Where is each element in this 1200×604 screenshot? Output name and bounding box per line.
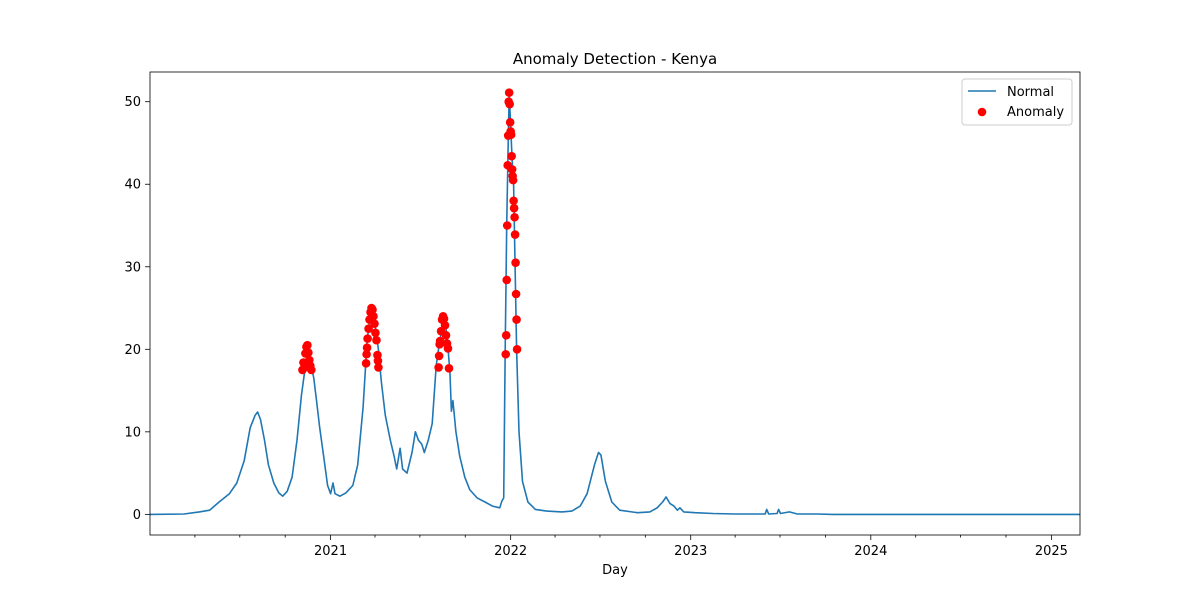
chart-title: Anomaly Detection - Kenya [513,50,717,68]
anomaly-point [434,351,444,361]
series-line-normal [149,92,1080,516]
anomaly-point [435,336,445,346]
anomaly-point [501,349,511,359]
anomaly-point [509,196,518,206]
anomaly-point [370,319,379,329]
anomaly-point [304,348,313,357]
anomaly-point [501,330,511,340]
y-tick-label: 50 [124,95,141,110]
legend-label-anomaly: Anomaly [1007,105,1064,120]
anomaly-point [504,88,514,97]
y-tick-label: 20 [124,343,141,358]
anomaly-point [502,221,512,230]
anomaly-point [434,363,443,372]
anomaly-point [371,328,380,338]
anomaly-point [374,363,383,372]
y-tick-label: 0 [133,508,141,523]
plot-frame [149,71,1081,536]
y-tick-label: 10 [124,425,141,440]
anomaly-point [364,324,373,333]
anomaly-point [303,340,312,350]
anomaly-point [362,343,372,352]
anomaly-point [512,315,521,324]
anomaly-point [507,151,516,161]
anomaly-point [510,212,519,222]
legend-marker-swatch [977,107,987,117]
anomaly-point [510,230,520,239]
anomaly-point [368,305,377,314]
y-tick-label: 30 [124,260,141,275]
plot-area [149,71,1081,536]
x-tick-label: 2021 [314,544,347,559]
anomaly-point [506,130,516,140]
anomaly-point [511,258,520,267]
y-tick-label: 40 [124,178,141,193]
anomaly-point [363,334,372,343]
x-tick-label: 2022 [494,544,527,559]
anomaly-point [505,99,514,109]
anomaly-point [511,289,521,299]
anomaly-point [443,344,453,353]
y-axis: 0 10 20 30 40 50 [124,95,150,523]
anomaly-point [441,330,451,340]
anomaly-point [508,175,518,185]
x-tick-label: 2023 [674,544,707,559]
anomaly-point [507,165,517,174]
anomaly-point [509,203,519,213]
anomaly-point [373,356,383,366]
x-tick-label: 2024 [854,544,887,559]
legend-label-normal: Normal [1007,85,1054,100]
anomaly-point [439,314,449,324]
anomaly-point [307,365,316,375]
x-axis-label: Day [602,563,628,578]
anomaly-point [362,349,371,359]
legend: Normal Anomaly [961,78,1073,126]
anomaly-point [512,345,522,354]
anomaly-point [372,335,381,345]
anomaly-point [369,311,378,321]
anomaly-point [505,118,515,127]
anomaly-point [440,321,450,330]
anomaly-point [502,275,512,285]
x-axis: 2021 2022 2023 2024 2025 [194,535,1068,559]
anomaly-point [361,359,371,368]
anomaly-point [444,363,454,373]
x-tick-label: 2025 [1035,544,1068,559]
